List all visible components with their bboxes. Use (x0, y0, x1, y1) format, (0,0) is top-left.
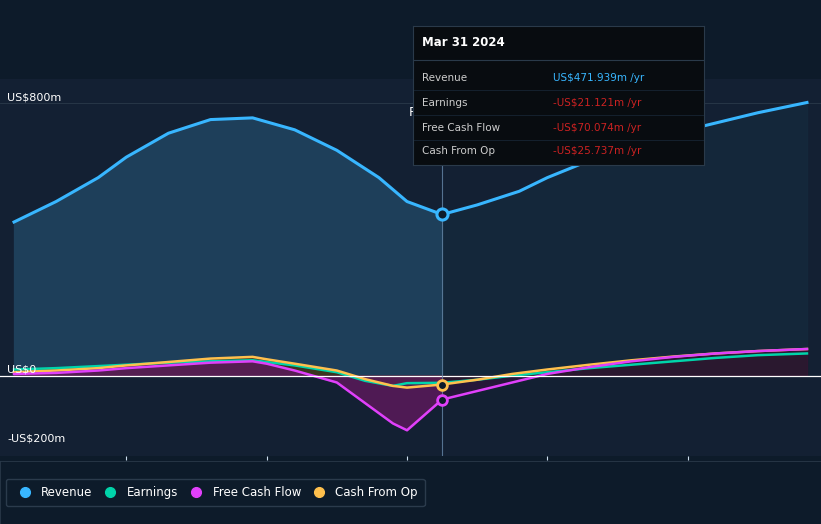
Text: -US$200m: -US$200m (7, 434, 65, 444)
Text: US$0: US$0 (7, 364, 36, 374)
Text: US$800m: US$800m (7, 93, 62, 103)
Text: -US$25.737m /yr: -US$25.737m /yr (553, 146, 641, 156)
Text: -US$70.074m /yr: -US$70.074m /yr (553, 123, 641, 133)
Legend: Revenue, Earnings, Free Cash Flow, Cash From Op: Revenue, Earnings, Free Cash Flow, Cash … (6, 479, 424, 506)
Text: Mar 31 2024: Mar 31 2024 (422, 36, 504, 49)
Text: Past: Past (409, 106, 435, 119)
Text: Revenue: Revenue (422, 73, 467, 83)
Text: Free Cash Flow: Free Cash Flow (422, 123, 500, 133)
Text: Analysts Forecasts: Analysts Forecasts (453, 106, 570, 119)
Text: Cash From Op: Cash From Op (422, 146, 495, 156)
Text: -US$21.121m /yr: -US$21.121m /yr (553, 97, 641, 107)
Text: US$471.939m /yr: US$471.939m /yr (553, 73, 644, 83)
Text: Earnings: Earnings (422, 97, 467, 107)
